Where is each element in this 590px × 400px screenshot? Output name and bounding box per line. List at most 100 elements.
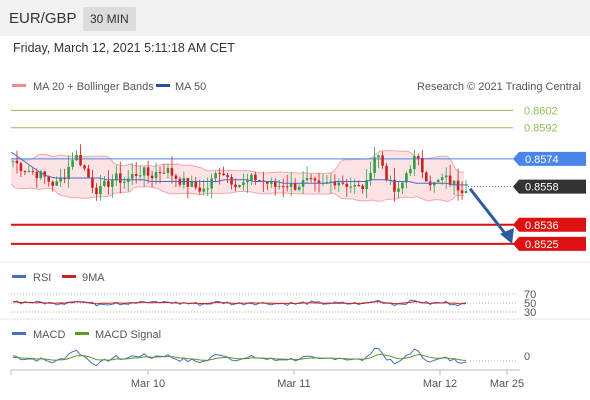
candle-body xyxy=(460,190,464,194)
level-label-0.8592: 0.8592 xyxy=(524,123,558,135)
candle-body xyxy=(405,173,408,183)
copyright: Research © 2021 Trading Central xyxy=(417,81,581,93)
candle-body xyxy=(111,180,114,187)
candle-body xyxy=(230,177,233,185)
candle-body xyxy=(19,163,23,172)
bollinger-legend-label: MA 20 + Bollinger Bands xyxy=(33,81,154,93)
candle-body xyxy=(397,188,400,192)
bollinger-legend-swatch xyxy=(12,84,26,87)
candle-body xyxy=(464,191,468,194)
candle-body xyxy=(432,182,436,186)
macd-legend-swatch xyxy=(12,332,26,335)
candle-body xyxy=(134,174,138,176)
candle-body xyxy=(55,181,58,186)
candle-body xyxy=(99,185,102,195)
level-tag-0.8558 xyxy=(513,179,586,194)
candle-body xyxy=(190,181,194,187)
rsi-tick-50: 50 xyxy=(524,298,536,310)
candle-body xyxy=(43,171,47,177)
candle-body xyxy=(277,186,281,188)
candle-body xyxy=(401,182,404,189)
level-tag-0.8525 xyxy=(513,236,586,251)
candle-body xyxy=(381,155,384,166)
rsi-legend-swatch xyxy=(12,275,26,278)
candle-body xyxy=(361,185,364,190)
candle-body xyxy=(385,165,388,181)
candle-body xyxy=(452,180,456,185)
rsi-tick-30: 30 xyxy=(524,307,536,319)
ma50-legend-swatch xyxy=(156,84,170,87)
candle-body xyxy=(87,168,90,178)
candle-body xyxy=(130,174,134,179)
candle-body xyxy=(369,173,372,181)
candle-body xyxy=(254,174,257,181)
macd-tick-0: 0 xyxy=(524,351,530,363)
candle-body xyxy=(47,176,51,182)
candle-body xyxy=(329,181,333,183)
candle-body xyxy=(436,180,440,183)
candle-body xyxy=(51,181,55,186)
candle-body xyxy=(194,181,198,188)
forecast-arrow-head xyxy=(500,227,514,244)
candle-body xyxy=(150,175,154,179)
level-label-0.8558: 0.8558 xyxy=(525,182,559,194)
candle-body xyxy=(222,173,225,176)
candle-body xyxy=(35,172,39,179)
candle-body xyxy=(421,158,424,173)
level-tag-0.8574 xyxy=(513,151,586,166)
candle-body xyxy=(297,186,301,190)
candle-body xyxy=(444,175,448,178)
candle-body xyxy=(226,175,229,178)
candle-body xyxy=(103,181,106,186)
candle-body xyxy=(122,181,126,183)
candle-body xyxy=(258,180,261,182)
candle-body xyxy=(293,183,297,190)
candle-body xyxy=(154,172,158,179)
candle-body xyxy=(337,182,341,186)
candle-body xyxy=(341,182,345,184)
candle-body xyxy=(23,171,27,173)
candle-body xyxy=(353,185,357,187)
candle-body xyxy=(214,173,217,179)
candle-body xyxy=(91,177,94,188)
bollinger-band-fill xyxy=(11,150,465,202)
macd-signal-legend-swatch xyxy=(75,332,89,335)
candle-body xyxy=(202,188,206,192)
candle-body xyxy=(273,181,277,187)
candle-body xyxy=(289,183,293,187)
candle-body xyxy=(15,160,19,164)
candle-body xyxy=(269,181,273,184)
candle-body xyxy=(31,171,35,173)
ma50-line xyxy=(10,151,468,186)
rsi-ma-line xyxy=(12,301,467,305)
macd-legend-label: MACD xyxy=(33,329,65,341)
candle-body xyxy=(218,173,221,175)
candle-body xyxy=(373,157,376,174)
candle-body xyxy=(440,177,444,181)
candle-body xyxy=(417,155,420,159)
candle-body xyxy=(27,171,31,173)
x-tick-mar10: Mar 10 xyxy=(131,378,165,390)
candle-body xyxy=(313,178,317,181)
level-tag-0.8536 xyxy=(513,217,586,232)
candle-body xyxy=(281,186,285,188)
candle-body xyxy=(413,155,416,170)
rsi-ma-legend-label: 9MA xyxy=(82,272,105,284)
candle-body xyxy=(210,178,213,189)
candle-body xyxy=(166,168,170,173)
candle-body xyxy=(79,154,82,166)
rsi-legend-label: RSI xyxy=(33,272,51,284)
candle-body xyxy=(345,183,349,187)
macd-signal-legend-label: MACD Signal xyxy=(95,329,161,341)
candle-body xyxy=(377,155,380,158)
macd-line xyxy=(12,347,467,367)
timeframe-button[interactable]: 30 MIN xyxy=(83,7,136,31)
currency-pair: EUR/GBP xyxy=(9,10,77,27)
level-label-0.8536: 0.8536 xyxy=(525,220,559,232)
candle-body xyxy=(115,173,118,181)
candle-body xyxy=(162,172,166,174)
candle-body xyxy=(75,154,78,161)
candle-body xyxy=(142,167,146,176)
candle-body xyxy=(11,160,15,162)
